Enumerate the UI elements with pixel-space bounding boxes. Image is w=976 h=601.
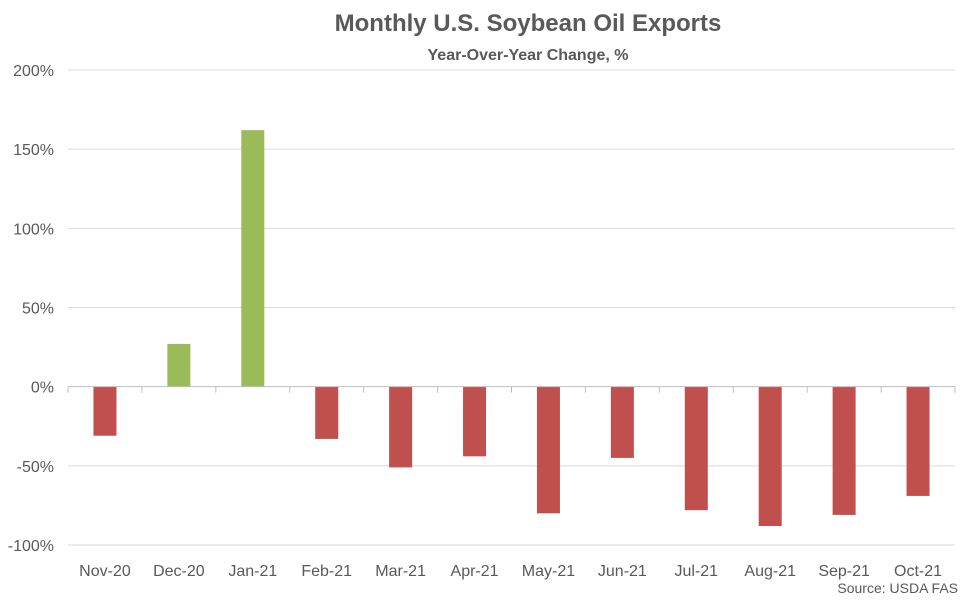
x-tick-label: Oct-21: [894, 563, 942, 580]
y-tick-label: -50%: [17, 459, 54, 476]
source-note: Source: USDA FAS: [837, 580, 958, 596]
chart-subtitle: Year-Over-Year Change, %: [428, 47, 629, 64]
x-tick-label: Jan-21: [228, 563, 277, 580]
bar-jan-21: [241, 130, 265, 387]
bar-apr-21: [463, 386, 487, 457]
x-tick-label: Aug-21: [744, 563, 796, 580]
x-tick-label: Jun-21: [598, 563, 647, 580]
bar-sep-21: [832, 386, 856, 515]
y-axis-ticks: -100% -50% 0% 50% 100% 150% 200%: [8, 63, 54, 555]
x-axis-ticks: Nov-20 Dec-20 Jan-21 Feb-21 Mar-21 Apr-21 May-…: [79, 563, 942, 580]
x-tick-label: Sep-21: [818, 563, 870, 580]
x-tick-label: Nov-20: [79, 563, 131, 580]
bar-oct-21: [906, 386, 930, 496]
y-tick-label: -100%: [8, 538, 54, 555]
bar-dec-20: [167, 343, 191, 387]
bar-jun-21: [610, 386, 634, 458]
bar-may-21: [536, 386, 560, 514]
bars: [67, 130, 956, 526]
y-tick-label: 50%: [22, 301, 54, 318]
gridlines: [68, 69, 955, 546]
y-tick-label: 0%: [31, 380, 54, 397]
x-tick-label: Dec-20: [153, 563, 205, 580]
bar-mar-21: [389, 386, 413, 468]
x-tick-label: Jul-21: [675, 563, 719, 580]
y-tick-label: 200%: [13, 63, 54, 80]
bar-feb-21: [315, 386, 339, 439]
x-tick-label: Mar-21: [375, 563, 426, 580]
bar-nov-20: [93, 386, 117, 436]
y-tick-label: 100%: [13, 221, 54, 238]
x-tick-label: May-21: [522, 563, 575, 580]
x-tick-label: Feb-21: [301, 563, 352, 580]
bar-aug-21: [758, 386, 782, 526]
y-tick-label: 150%: [13, 142, 54, 159]
chart-title: Monthly U.S. Soybean Oil Exports: [335, 10, 722, 37]
x-tick-label: Apr-21: [451, 563, 499, 580]
bar-jul-21: [684, 386, 708, 511]
